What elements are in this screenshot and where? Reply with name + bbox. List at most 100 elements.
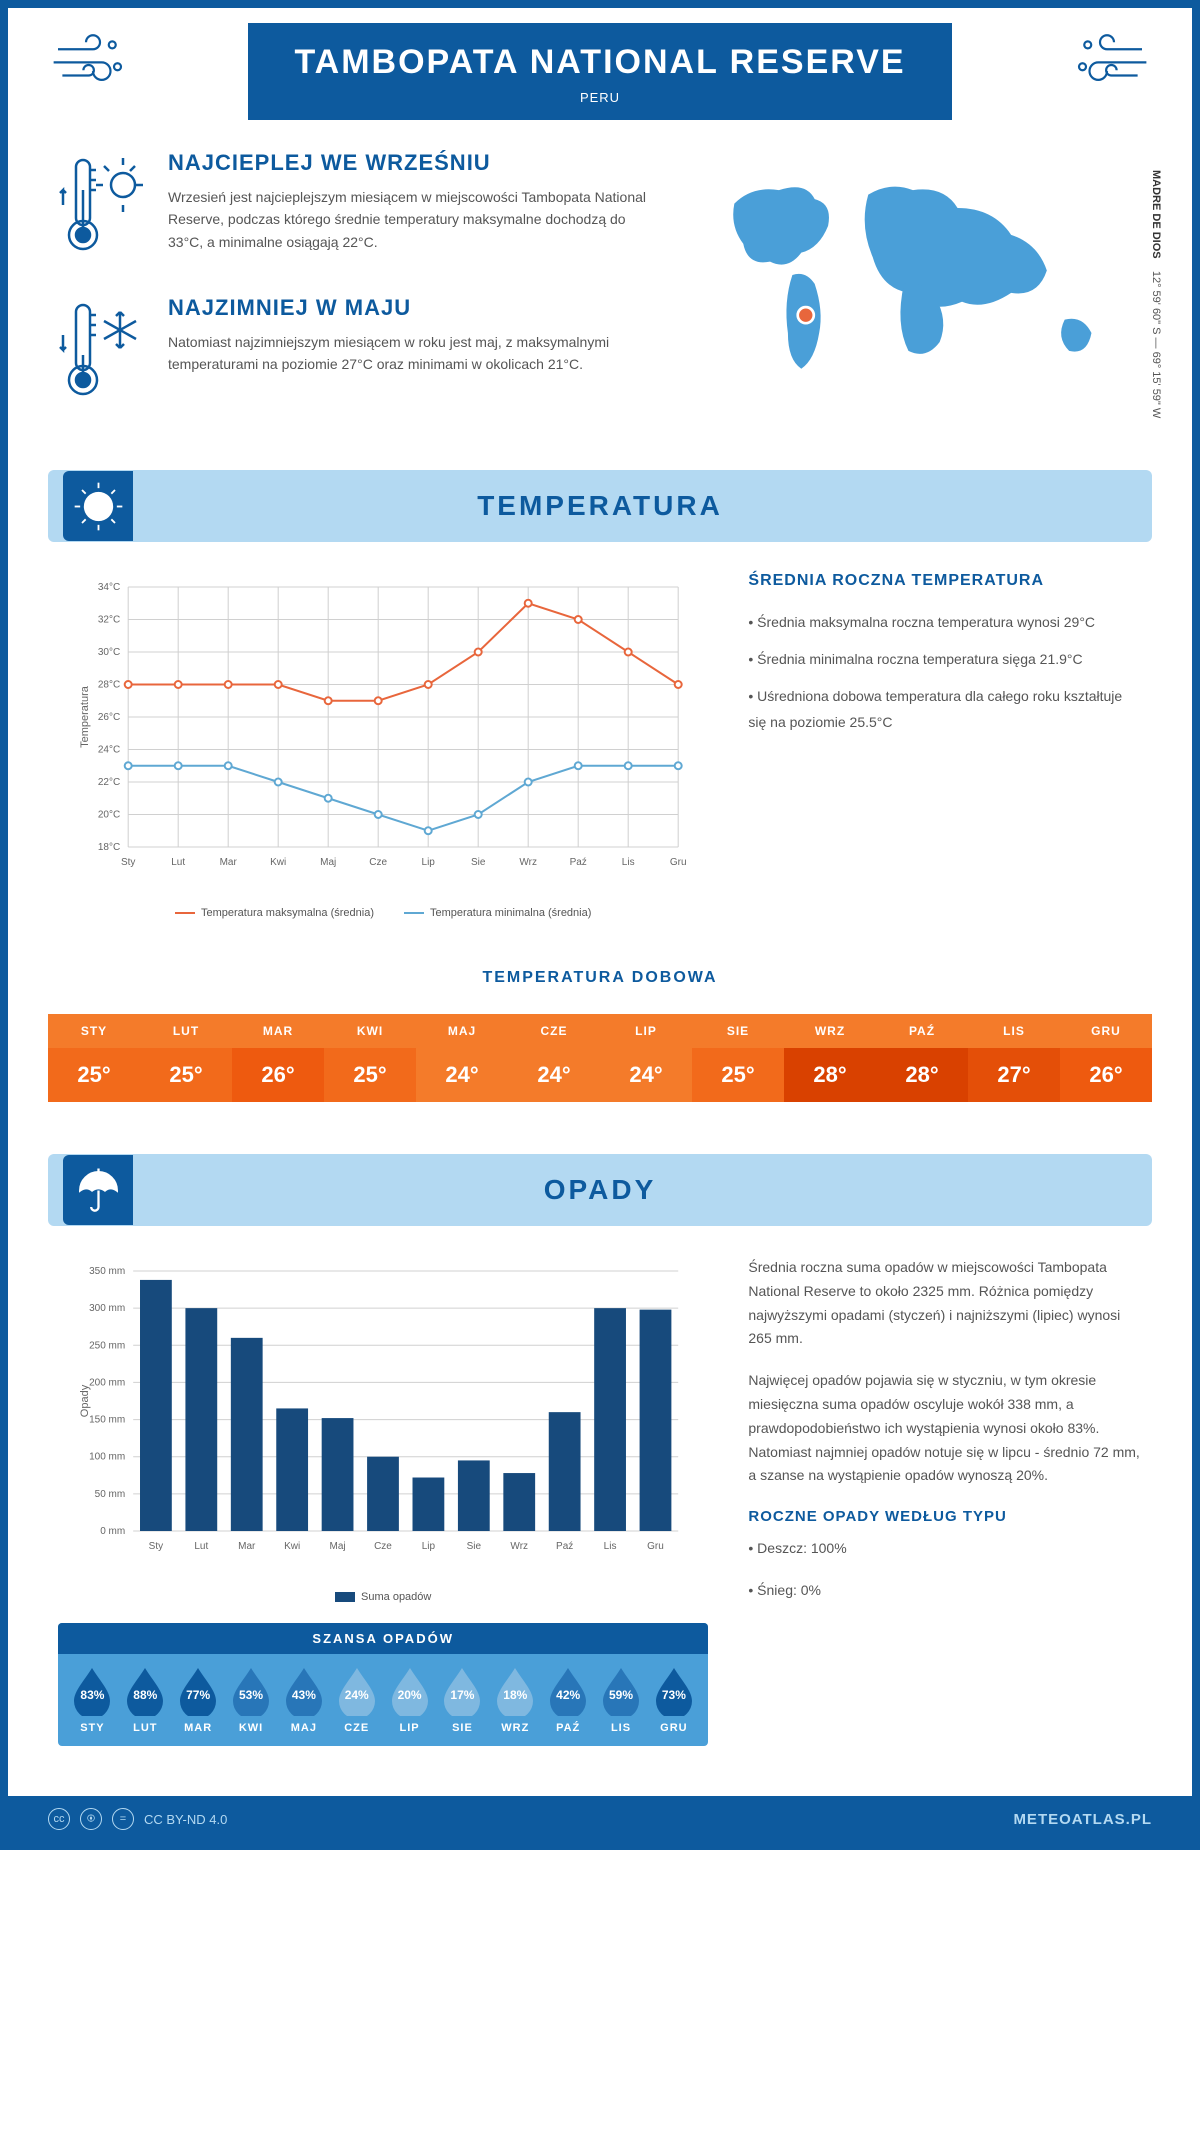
temp-cell: LUT25° bbox=[140, 1002, 232, 1114]
svg-text:34°C: 34°C bbox=[98, 582, 120, 593]
svg-text:Maj: Maj bbox=[320, 857, 336, 868]
temp-cell: SIE25° bbox=[692, 1002, 784, 1114]
chance-cell: 24%CZE bbox=[330, 1666, 383, 1734]
wind-icon-left bbox=[48, 23, 148, 98]
temp-cell: CZE24° bbox=[508, 1002, 600, 1114]
footer: cc 🅯 = CC BY-ND 4.0 METEOATLAS.PL bbox=[8, 1796, 1192, 1842]
svg-text:Lis: Lis bbox=[622, 857, 635, 868]
cc-icon: cc bbox=[48, 1808, 70, 1830]
by-icon: 🅯 bbox=[80, 1808, 102, 1830]
sun-icon bbox=[63, 471, 133, 541]
temp-chart-legend: Temperatura maksymalna (średnia) Tempera… bbox=[58, 907, 708, 919]
warmest-title: NAJCIEPLEJ WE WRZEŚNIU bbox=[168, 150, 654, 176]
svg-text:Kwi: Kwi bbox=[270, 857, 286, 868]
svg-text:22°C: 22°C bbox=[98, 777, 120, 788]
temp-cell: PAŹ28° bbox=[876, 1002, 968, 1114]
svg-text:Temperatura: Temperatura bbox=[79, 685, 91, 748]
world-map: MADRE DE DIOS 12° 59' 60" S — 69° 15' 59… bbox=[684, 150, 1142, 440]
temp-cell: LIS27° bbox=[968, 1002, 1060, 1114]
temp-cell: STY25° bbox=[48, 1002, 140, 1114]
chance-cell: 83%STY bbox=[66, 1666, 119, 1734]
temperature-banner: TEMPERATURA bbox=[48, 470, 1152, 542]
svg-text:Maj: Maj bbox=[330, 1541, 346, 1552]
chance-cell: 17%SIE bbox=[436, 1666, 489, 1734]
svg-text:250 mm: 250 mm bbox=[89, 1340, 125, 1351]
chance-cell: 88%LUT bbox=[119, 1666, 172, 1734]
chance-cell: 43%MAJ bbox=[277, 1666, 330, 1734]
svg-text:Lut: Lut bbox=[194, 1541, 208, 1552]
header-row: TAMBOPATA NATIONAL RESERVE PERU bbox=[8, 8, 1192, 120]
svg-text:Sie: Sie bbox=[471, 857, 486, 868]
svg-text:200 mm: 200 mm bbox=[89, 1377, 125, 1388]
daily-temp-title: TEMPERATURA DOBOWA bbox=[8, 969, 1192, 987]
svg-text:18°C: 18°C bbox=[98, 842, 120, 853]
annual-bullet: • Średnia minimalna roczna temperatura s… bbox=[748, 647, 1142, 672]
bytype-bullet: • Śnieg: 0% bbox=[748, 1579, 1142, 1603]
precip-chart-row: 0 mm 50 mm 100 mm 150 mm 200 mm 250 mm 300 mm 3… bbox=[8, 1226, 1192, 1796]
svg-text:350 mm: 350 mm bbox=[89, 1266, 125, 1277]
chance-cell: 42%PAŹ bbox=[542, 1666, 595, 1734]
svg-text:Gru: Gru bbox=[647, 1541, 664, 1552]
title-banner: TAMBOPATA NATIONAL RESERVE PERU bbox=[248, 23, 952, 120]
temperature-annual-text: ŚREDNIA ROCZNA TEMPERATURA • Średnia mak… bbox=[748, 572, 1142, 919]
chance-cell: 20%LIP bbox=[383, 1666, 436, 1734]
precip-chart-legend: Suma opadów bbox=[58, 1591, 708, 1603]
chance-cell: 73%GRU bbox=[647, 1666, 700, 1734]
svg-text:Lis: Lis bbox=[604, 1541, 617, 1552]
svg-text:Lip: Lip bbox=[422, 857, 436, 868]
thermometer-hot-icon bbox=[58, 150, 148, 265]
license-info: cc 🅯 = CC BY-ND 4.0 bbox=[48, 1808, 227, 1830]
chance-cell: 59%LIS bbox=[595, 1666, 648, 1734]
precip-text: Średnia roczna suma opadów w miejscowośc… bbox=[748, 1256, 1142, 1766]
annual-bullet: • Średnia maksymalna roczna temperatura … bbox=[748, 610, 1142, 635]
svg-text:30°C: 30°C bbox=[98, 647, 120, 658]
svg-text:0 mm: 0 mm bbox=[100, 1526, 125, 1537]
temperature-chart-row: 18°C20°C22°C24°C26°C28°C30°C32°C34°CStyL… bbox=[8, 542, 1192, 949]
svg-text:Paź: Paź bbox=[556, 1541, 573, 1552]
svg-text:28°C: 28°C bbox=[98, 680, 120, 691]
temp-cell: GRU26° bbox=[1060, 1002, 1152, 1114]
page-title: TAMBOPATA NATIONAL RESERVE bbox=[248, 43, 952, 82]
svg-text:Wrz: Wrz bbox=[510, 1541, 528, 1552]
coordinates: MADRE DE DIOS 12° 59' 60" S — 69° 15' 59… bbox=[1150, 170, 1162, 418]
svg-text:Gru: Gru bbox=[670, 857, 687, 868]
chance-cell: 77%MAR bbox=[172, 1666, 225, 1734]
svg-text:100 mm: 100 mm bbox=[89, 1452, 125, 1463]
svg-text:Lut: Lut bbox=[171, 857, 185, 868]
warmest-block: NAJCIEPLEJ WE WRZEŚNIU Wrzesień jest naj… bbox=[58, 150, 654, 265]
precipitation-banner: OPADY bbox=[48, 1154, 1152, 1226]
chance-cell: 53%KWI bbox=[225, 1666, 278, 1734]
infographic-container: TAMBOPATA NATIONAL RESERVE PERU NAJCIEPL… bbox=[0, 0, 1200, 1850]
svg-text:20°C: 20°C bbox=[98, 810, 120, 821]
wind-icon-right bbox=[1052, 23, 1152, 98]
country-label: PERU bbox=[248, 90, 952, 105]
svg-text:Paź: Paź bbox=[570, 857, 587, 868]
svg-text:50 mm: 50 mm bbox=[95, 1489, 126, 1500]
svg-text:Sty: Sty bbox=[149, 1541, 163, 1552]
coldest-text: Natomiast najzimniejszym miesiącem w rok… bbox=[168, 331, 654, 376]
svg-text:150 mm: 150 mm bbox=[89, 1415, 125, 1426]
svg-text:Lip: Lip bbox=[422, 1541, 436, 1552]
svg-text:Opady: Opady bbox=[79, 1384, 91, 1417]
svg-text:Kwi: Kwi bbox=[284, 1541, 300, 1552]
svg-text:Mar: Mar bbox=[238, 1541, 256, 1552]
svg-text:Mar: Mar bbox=[220, 857, 238, 868]
umbrella-icon bbox=[63, 1155, 133, 1225]
precip-paragraph: Średnia roczna suma opadów w miejscowośc… bbox=[748, 1256, 1142, 1351]
temp-cell: MAR26° bbox=[232, 1002, 324, 1114]
svg-text:24°C: 24°C bbox=[98, 745, 120, 756]
svg-text:Cze: Cze bbox=[374, 1541, 392, 1552]
thermometer-cold-icon bbox=[58, 295, 148, 410]
svg-text:Sty: Sty bbox=[121, 857, 135, 868]
precipitation-bar-chart: 0 mm 50 mm 100 mm 150 mm 200 mm 250 mm 300 mm 3… bbox=[58, 1256, 708, 1576]
svg-text:300 mm: 300 mm bbox=[89, 1303, 125, 1314]
svg-text:Wrz: Wrz bbox=[519, 857, 537, 868]
daily-temp-table: STY25°LUT25°MAR26°KWI25°MAJ24°CZE24°LIP2… bbox=[48, 1002, 1152, 1114]
chance-title: SZANSA OPADÓW bbox=[58, 1623, 708, 1654]
chance-cell: 18%WRZ bbox=[489, 1666, 542, 1734]
svg-text:Cze: Cze bbox=[369, 857, 387, 868]
annual-bullet: • Uśredniona dobowa temperatura dla całe… bbox=[748, 684, 1142, 734]
nd-icon: = bbox=[112, 1808, 134, 1830]
temp-cell: LIP24° bbox=[600, 1002, 692, 1114]
precip-chance-box: SZANSA OPADÓW 83%STY88%LUT77%MAR53%KWI43… bbox=[58, 1623, 708, 1746]
